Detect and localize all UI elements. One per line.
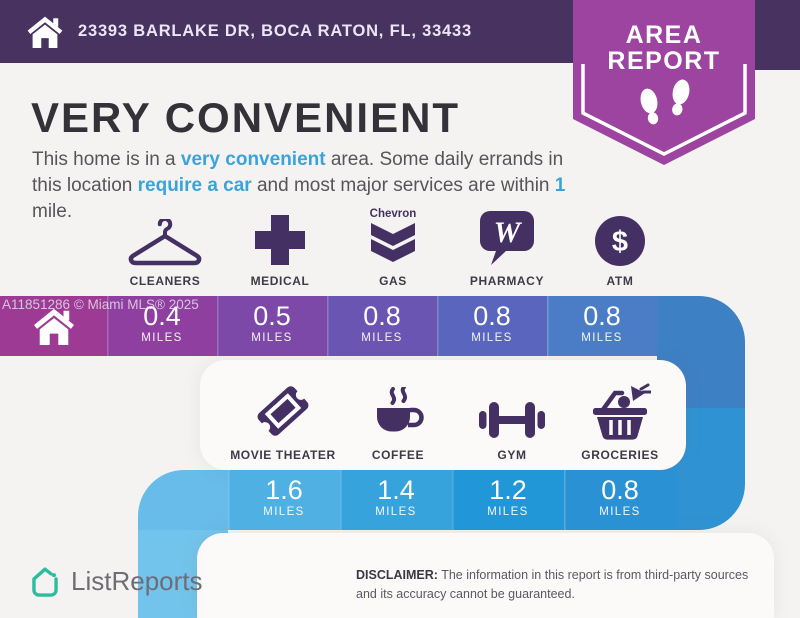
chevron-gas-icon: Chevron: [370, 208, 417, 262]
distance-value: 0.4: [143, 301, 181, 331]
summary-text: area. Some daily errands in this locatio…: [32, 149, 564, 196]
svg-text:$: $: [612, 226, 628, 258]
amenity-movie-theater: MOVIE THEATER: [217, 377, 349, 462]
amenity-label: MOVIE THEATER: [230, 448, 336, 462]
amenity-label: CLEANERS: [129, 274, 201, 288]
amenity-atm: $ ATM: [554, 203, 686, 288]
summary-text: This home is in a: [32, 149, 181, 170]
distance-bar-row2: 1.6 MILES 1.4 MILES 1.2 MILES 0.8 MILES: [228, 470, 676, 530]
amenity-pharmacy: W PHARMACY: [441, 203, 573, 288]
distance-unit: MILES: [141, 332, 183, 344]
amenity-label: ATM: [606, 274, 634, 288]
distance-segment: 0.8 MILES: [437, 296, 547, 356]
distance-unit: MILES: [471, 332, 513, 344]
amenity-medical: MEDICAL: [214, 203, 346, 288]
amenity-cleaners: CLEANERS: [99, 203, 231, 288]
medical-cross-icon: [255, 215, 305, 265]
badge-line1: AREA: [626, 21, 703, 49]
distance-segment: 1.2 MILES: [452, 470, 564, 530]
distance-value: 1.6: [265, 475, 303, 505]
listreports-house-icon: [32, 567, 58, 597]
listreports-logo: ListReports: [28, 563, 203, 600]
coffee-cup-icon: [377, 387, 424, 432]
summary-text: and most major services are within: [251, 175, 555, 196]
amenity-label: GAS: [379, 274, 407, 288]
summary-paragraph: This home is in a very convenient area. …: [32, 147, 580, 225]
distance-segment: 0.5 MILES: [217, 296, 327, 356]
bar-home-segment: [0, 296, 107, 356]
distance-segment: 0.8 MILES: [564, 470, 676, 530]
area-report-badge: AREA REPORT: [573, 0, 755, 165]
distance-value: 0.8: [363, 301, 401, 331]
mls-watermark: A11851286 © Miami MLS® 2025: [2, 297, 199, 312]
listreports-logo-text: ListReports: [71, 566, 203, 596]
strip-top: [138, 470, 228, 530]
footer-card: [197, 533, 774, 618]
footprints-icon: [640, 79, 690, 125]
disclaimer-text: The information in this report is from t…: [356, 568, 749, 601]
distance-segment: 1.4 MILES: [340, 470, 452, 530]
svg-text:W: W: [494, 216, 523, 249]
distance-unit: MILES: [375, 506, 417, 518]
distance-unit: MILES: [599, 506, 641, 518]
amenity-label: MEDICAL: [250, 274, 310, 288]
property-address: 23393 BARLAKE DR, BOCA RATON, FL, 33433: [78, 22, 472, 40]
amenity-gym: GYM: [446, 377, 578, 462]
amenity-label: COFFEE: [371, 448, 425, 462]
distance-value: 0.8: [601, 475, 639, 505]
amenity-label: PHARMACY: [469, 274, 545, 288]
summary-highlight: require a car: [137, 175, 252, 196]
distance-unit: MILES: [487, 506, 529, 518]
badge-pennant-shape: [573, 0, 755, 165]
amenity-label: GYM: [497, 448, 527, 462]
amenity-coffee: COFFEE: [332, 377, 464, 462]
distance-value: 1.2: [489, 475, 527, 505]
summary-highlight: 1: [554, 175, 566, 196]
amenity-groceries: GROCERIES: [554, 377, 686, 462]
home-icon: [33, 308, 74, 346]
distance-unit: MILES: [361, 332, 403, 344]
summary-highlight: very convenient: [180, 149, 326, 170]
distance-value: 0.8: [473, 301, 511, 331]
distance-bar-row1: 0.4 MILES 0.5 MILES 0.8 MILES 0.8 MILES …: [0, 296, 657, 356]
disclaimer-label: DISCLAIMER:: [356, 568, 438, 582]
disclaimer: DISCLAIMER: The information in this repo…: [356, 566, 768, 604]
hanger-icon: [128, 219, 202, 266]
grocery-basket-icon: [593, 383, 651, 440]
distance-value: 1.4: [377, 475, 415, 505]
page-title: VERY CONVENIENT: [31, 94, 461, 141]
distance-segment: 1.6 MILES: [228, 470, 340, 530]
badge-inner-border: [581, 64, 747, 156]
distance-segment: 0.8 MILES: [327, 296, 437, 356]
distance-value: 0.5: [253, 301, 291, 331]
distance-unit: MILES: [581, 332, 623, 344]
walgreens-pharmacy-icon: W: [480, 211, 534, 265]
home-icon: [27, 16, 63, 49]
badge-line2: REPORT: [607, 47, 720, 75]
distance-segment: 0.4 MILES: [107, 296, 217, 356]
distance-unit: MILES: [263, 506, 305, 518]
amenity-gas: Chevron GAS: [327, 203, 459, 288]
distance-unit: MILES: [251, 332, 293, 344]
distance-value: 0.8: [583, 301, 621, 331]
amenity-label: GROCERIES: [581, 448, 659, 462]
distance-segment: 0.8 MILES: [547, 296, 657, 356]
dumbbell-icon: [479, 402, 545, 438]
svg-text:Chevron: Chevron: [370, 208, 417, 220]
dollar-circle-icon: $: [595, 216, 645, 266]
movie-ticket-icon: [257, 386, 309, 436]
summary-text: mile.: [32, 201, 73, 222]
